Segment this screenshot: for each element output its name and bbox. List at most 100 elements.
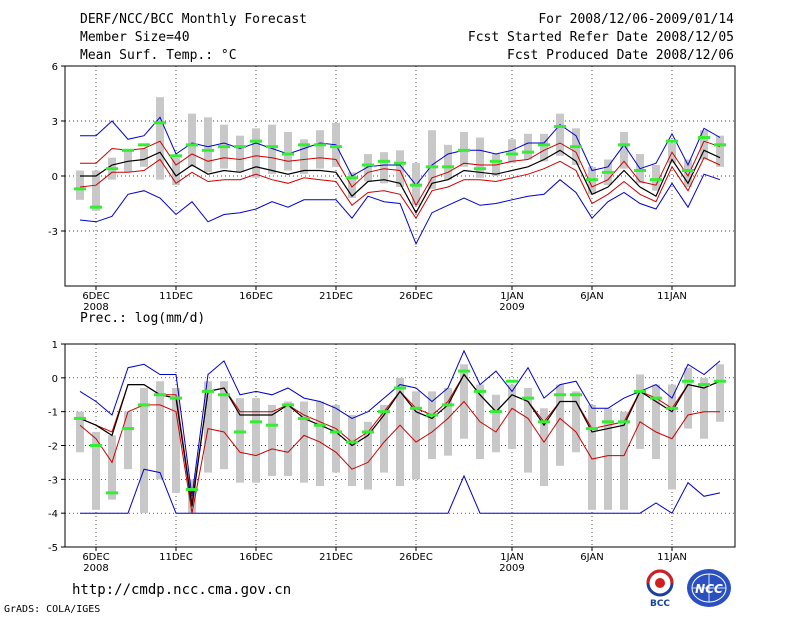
observed-mark <box>538 420 550 424</box>
ncc-logo-text: NCC <box>695 582 723 596</box>
ensemble-box <box>156 381 164 480</box>
observed-mark <box>186 143 198 147</box>
ensemble-box <box>316 130 324 169</box>
ensemble-box <box>300 401 308 483</box>
ensemble-box <box>700 377 708 439</box>
x-tick-label: 6JAN <box>580 291 603 302</box>
observed-mark <box>234 430 246 434</box>
panel1-variable: Mean Surf. Temp.: °C <box>80 48 237 63</box>
x-year-label: 2008 <box>83 563 108 574</box>
ensemble-box <box>364 154 372 182</box>
ensemble-box <box>172 387 180 493</box>
observed-mark <box>682 379 694 383</box>
ensemble-box <box>412 391 420 480</box>
ensemble-box <box>92 170 100 211</box>
observed-mark <box>218 393 230 397</box>
ensemble-box <box>316 401 324 487</box>
source-url[interactable]: http://cmdp.ncc.cma.gov.cn <box>72 582 292 598</box>
ensemble-box <box>444 387 452 456</box>
observed-mark <box>170 154 182 158</box>
series-lower-line <box>79 400 720 514</box>
x-tick-label: 1JAN <box>500 552 523 563</box>
observed-mark <box>602 170 614 174</box>
forecast-period: For 2008/12/06-2009/01/14 <box>538 12 734 27</box>
ensemble-box <box>252 398 260 483</box>
x-year-label: 2009 <box>499 563 524 574</box>
ensemble-box <box>684 367 692 429</box>
ensemble-box <box>620 411 628 510</box>
observed-mark <box>682 169 694 172</box>
observed-mark <box>314 143 326 147</box>
x-year-label: 2008 <box>83 302 108 313</box>
series-min-line <box>79 173 721 246</box>
x-tick-label: 21DEC <box>319 291 353 302</box>
y-tick-label: 6 <box>52 62 58 73</box>
series-max-line <box>79 349 721 497</box>
y-tick-label: 1 <box>52 340 58 351</box>
ensemble-box <box>380 152 388 184</box>
bcc-logo-text: BCC <box>650 599 670 608</box>
observed-mark <box>298 416 310 420</box>
ensemble-box <box>124 411 132 470</box>
y-tick-label: 0 <box>52 374 58 385</box>
observed-mark <box>586 427 598 431</box>
bcc-logo: BCC <box>646 569 674 608</box>
ensemble-box <box>428 130 436 189</box>
observed-mark <box>154 393 166 397</box>
ensemble-box <box>428 391 436 460</box>
x-tick-label: 6DEC <box>82 291 109 302</box>
observed-mark <box>490 410 502 414</box>
ensemble-box <box>684 159 692 187</box>
observed-mark <box>218 145 230 149</box>
series-lower-line <box>79 157 721 220</box>
observed-mark <box>106 491 118 495</box>
observed-mark <box>650 396 662 400</box>
ensemble-box <box>252 128 260 178</box>
observed-mark <box>362 163 374 167</box>
y-tick-label: -3 <box>48 475 58 486</box>
observed-mark <box>330 145 342 149</box>
observed-mark <box>602 420 614 424</box>
observed-mark <box>410 406 422 410</box>
observed-mark <box>458 369 470 373</box>
ensemble-box <box>108 435 116 500</box>
observed-mark <box>362 430 374 434</box>
forecast-produced-date: Fcst Produced Date 2008/12/06 <box>507 48 734 63</box>
observed-mark <box>426 413 438 417</box>
ensemble-box <box>156 97 164 180</box>
observed-mark <box>346 176 358 180</box>
observed-mark <box>554 393 566 397</box>
x-tick-label: 11JAN <box>657 552 687 563</box>
observed-mark <box>122 148 134 152</box>
y-tick-label: -5 <box>48 543 58 554</box>
observed-mark <box>330 430 342 434</box>
ensemble-box <box>444 144 452 180</box>
observed-mark <box>90 205 102 209</box>
panel-1: -3 0 3 6 6DEC 11DEC 16DEC 21DEC 26DEC 1JAN 6JAN 11J… <box>48 62 736 313</box>
ensemble-box <box>588 404 596 510</box>
observed-mark <box>202 389 214 393</box>
ensemble-box <box>332 404 340 473</box>
ensemble-box <box>524 387 532 473</box>
ensemble-box <box>508 384 516 449</box>
ensemble-box <box>284 132 292 171</box>
x-tick-label: 26DEC <box>399 291 433 302</box>
observed-mark <box>714 379 726 383</box>
ensemble-box <box>236 135 244 173</box>
series-mean-line <box>80 149 721 214</box>
ensemble-box <box>268 404 276 476</box>
ensemble-box <box>348 415 356 487</box>
observed-mark <box>474 167 486 171</box>
observed-mark <box>474 389 486 393</box>
y-tick-label: -4 <box>48 509 58 520</box>
observed-mark <box>378 410 390 414</box>
x-tick-label: 11JAN <box>657 291 687 302</box>
observed-mark <box>154 121 166 125</box>
observed-mark <box>650 178 662 182</box>
observed-mark <box>266 145 278 149</box>
observed-mark <box>618 143 630 147</box>
observed-mark <box>394 161 406 165</box>
observed-mark <box>570 393 582 397</box>
panel2-variable: Prec.: log(mm/d) <box>80 311 206 326</box>
